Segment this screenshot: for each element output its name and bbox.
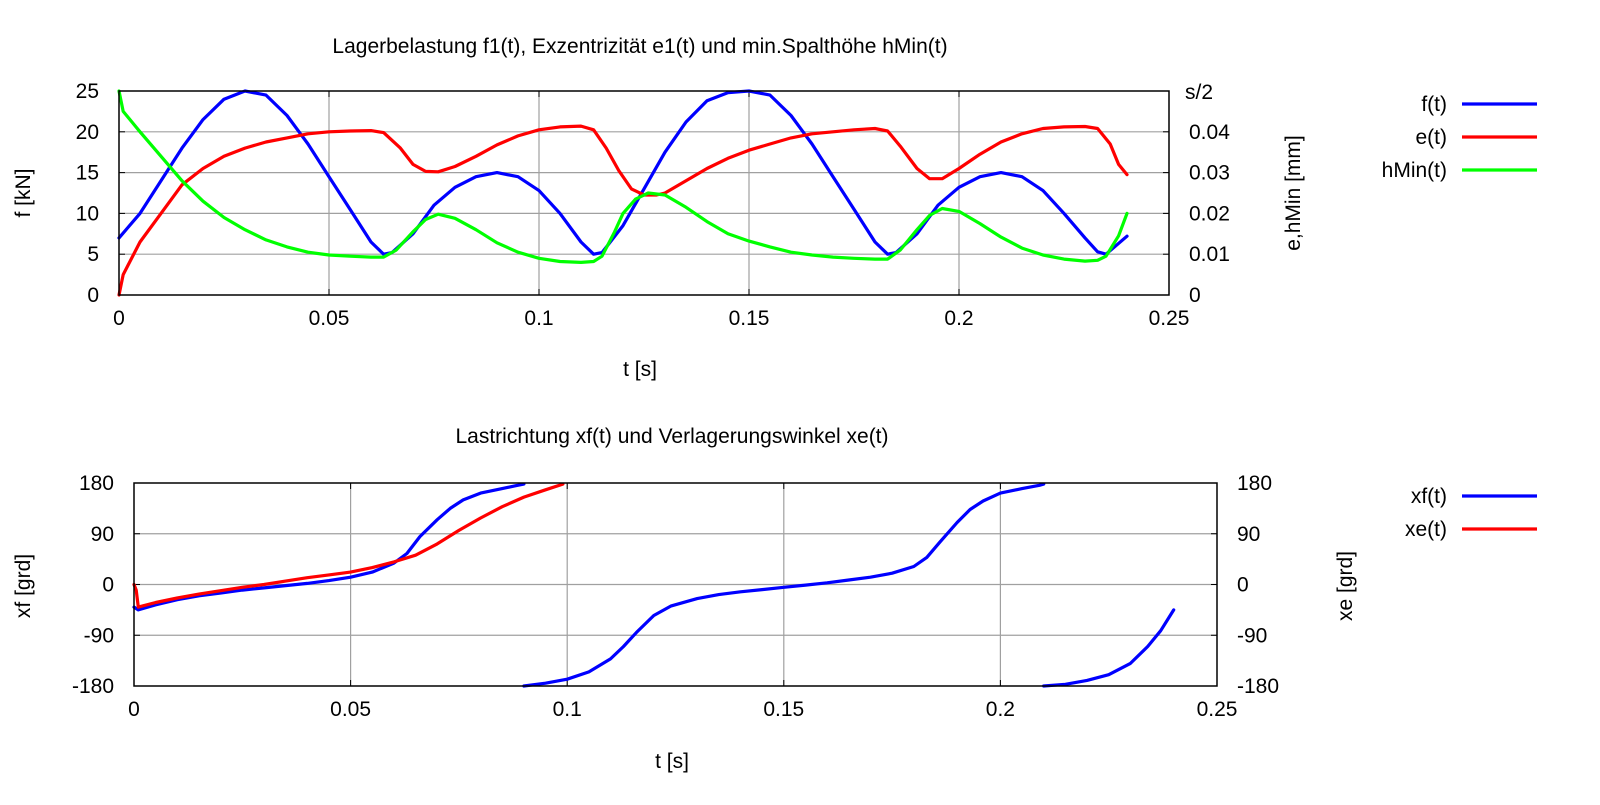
legend: f(t) e(t) hMin(t) xyxy=(1382,93,1537,182)
series-line-xft xyxy=(522,482,1046,688)
legend-label: f(t) xyxy=(1421,93,1447,116)
y-tick-label: 10 xyxy=(76,202,99,225)
legend-label: hMin(t) xyxy=(1382,159,1447,182)
y-tick-label: 0 xyxy=(102,574,114,597)
series-line-hmint xyxy=(117,89,1129,264)
y2-tick-label: 0 xyxy=(1189,284,1201,307)
chart-load-direction-angle: Lastrichtung xf(t) und Verlagerungswinke… xyxy=(12,425,1537,773)
y-tick-label: -180 xyxy=(72,675,114,698)
y-tick-label: -90 xyxy=(84,624,114,647)
y2-tick-label: -180 xyxy=(1237,675,1279,698)
y2-tick-label: 90 xyxy=(1237,523,1260,546)
y-tick-label: 25 xyxy=(76,80,99,103)
x-axis-label: t [s] xyxy=(623,358,657,381)
x-tick-label: 0.25 xyxy=(1197,698,1238,721)
x-tick-label: 0 xyxy=(113,307,125,330)
legend-label: xe(t) xyxy=(1405,518,1447,541)
chart-load-eccentricity: Lagerbelastung f1(t), Exzentrizität e1(t… xyxy=(12,35,1537,381)
x-tick-labels: 0 0.05 0.1 0.15 0.2 0.25 xyxy=(113,307,1189,330)
y-tick-labels: 0 5 10 15 20 25 xyxy=(76,80,99,307)
chart-title: Lagerbelastung f1(t), Exzentrizität e1(t… xyxy=(332,35,947,58)
y2-axis-label: e,hMin [mm] xyxy=(1282,135,1305,251)
y-tick-label: 0 xyxy=(87,284,99,307)
x-tick-label: 0.1 xyxy=(524,307,553,330)
x-tick-label: 0.15 xyxy=(729,307,770,330)
x-tick-label: 0.05 xyxy=(309,307,350,330)
x-tick-labels: 0 0.05 0.1 0.15 0.2 0.25 xyxy=(128,698,1237,721)
x-axis-label: t [s] xyxy=(655,750,689,773)
y-tick-label: 180 xyxy=(79,472,114,495)
chart-title: Lastrichtung xf(t) und Verlagerungswinke… xyxy=(455,425,888,448)
y2-tick-label: 180 xyxy=(1237,472,1272,495)
y2-tick-labels: -180 -90 0 90 180 xyxy=(1237,472,1279,698)
y2-tick-label: 0 xyxy=(1237,574,1249,597)
x-tick-label: 0 xyxy=(128,698,140,721)
x-tick-label: 0.15 xyxy=(763,698,804,721)
y-tick-label: 15 xyxy=(76,162,99,185)
series-group xyxy=(117,89,1129,297)
plot-frame xyxy=(118,90,1170,296)
plot-frame xyxy=(133,482,1218,687)
x-tick-label: 0.25 xyxy=(1149,307,1190,330)
y-tick-label: 20 xyxy=(76,121,99,144)
y-tick-labels: -180 -90 0 90 180 xyxy=(72,472,114,698)
y2-tick-label: 0.02 xyxy=(1189,202,1230,225)
series-line-xet xyxy=(132,482,565,609)
legend-label: e(t) xyxy=(1416,126,1448,149)
legend: xf(t) xe(t) xyxy=(1405,485,1537,541)
y-tick-label: 90 xyxy=(91,523,114,546)
y2-tick-label: -90 xyxy=(1237,624,1267,647)
x-tick-label: 0.2 xyxy=(944,307,973,330)
series-line-et xyxy=(117,124,1129,297)
y-axis-label: f [kN] xyxy=(12,168,35,217)
x-tick-label: 0.1 xyxy=(553,698,582,721)
x-tick-label: 0.05 xyxy=(330,698,371,721)
series-group xyxy=(132,482,1176,688)
legend-label: xf(t) xyxy=(1411,485,1447,508)
series-line-xft xyxy=(132,482,526,612)
y2-tick-label: 0.04 xyxy=(1189,121,1230,144)
y2-tick-label: 0.03 xyxy=(1189,162,1230,185)
y-axis-label: xf [grd] xyxy=(12,554,35,618)
grid xyxy=(118,90,1170,296)
grid xyxy=(133,482,1218,687)
series-line-xft xyxy=(1042,608,1176,688)
y2-tick-label: 0.01 xyxy=(1189,243,1230,266)
y-tick-label: 5 xyxy=(87,243,99,266)
y2-top-label: s/2 xyxy=(1185,81,1213,104)
y2-axis-label: xe [grd] xyxy=(1334,551,1357,621)
y2-tick-labels: 0 0.01 0.02 0.03 0.04 xyxy=(1189,121,1230,307)
x-tick-label: 0.2 xyxy=(986,698,1015,721)
